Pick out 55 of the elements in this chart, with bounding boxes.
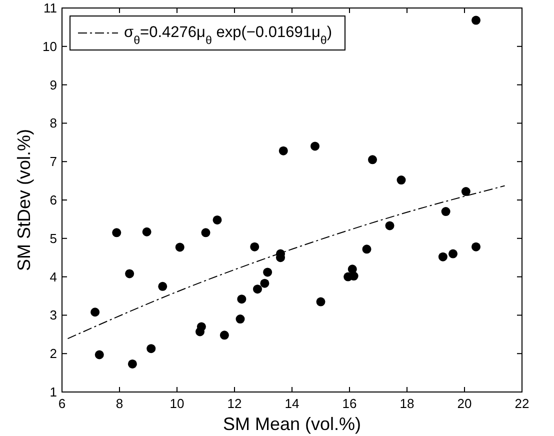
x-tick-label: 22 — [514, 396, 530, 411]
point — [236, 314, 245, 324]
point — [441, 207, 450, 216]
x-tick-label: 10 — [170, 396, 184, 411]
point — [128, 359, 137, 368]
point — [158, 282, 168, 291]
y-axis-title: SM StDev (vol.%) — [14, 128, 34, 272]
x-tick-label: 20 — [457, 396, 472, 411]
point — [263, 268, 272, 277]
point — [396, 176, 406, 185]
legend-label: σ$_{θ}$=0.4276μ$_{θ}$ exp(−0.01691μ$_{θ}$) — [124, 24, 332, 46]
point — [212, 215, 222, 224]
y-tick-label: 4 — [50, 269, 57, 284]
y-tick-label: 9 — [50, 77, 57, 92]
line-series — [67, 185, 506, 340]
point — [472, 242, 480, 252]
x-tick-label: 8 — [116, 396, 124, 411]
point — [90, 308, 100, 317]
y-tick-label: 10 — [42, 38, 57, 54]
point — [175, 242, 184, 252]
x-tick-label: 12 — [227, 396, 242, 411]
point — [448, 249, 458, 258]
point — [368, 155, 377, 164]
y-tick-label: 8 — [50, 116, 57, 131]
point — [362, 244, 372, 254]
point — [94, 350, 104, 360]
y-tick-label: 7 — [50, 154, 57, 170]
point — [253, 284, 262, 294]
point — [250, 242, 260, 252]
point — [146, 344, 156, 354]
y-tick-label: 1 — [50, 384, 57, 400]
point — [201, 228, 210, 238]
x-tick-label: 16 — [342, 396, 357, 411]
point — [438, 252, 448, 262]
point — [316, 297, 326, 306]
x-tick-label: 14 — [284, 396, 300, 411]
x-tick-label: 18 — [400, 396, 414, 411]
y-tick-label: 3 — [50, 308, 57, 323]
point — [310, 142, 320, 151]
point — [385, 221, 394, 230]
point — [260, 278, 270, 288]
point — [142, 227, 152, 236]
point — [125, 269, 134, 278]
point — [472, 16, 480, 25]
point — [461, 187, 470, 196]
point — [278, 146, 288, 156]
y-tick-label: 2 — [50, 346, 57, 362]
point — [112, 228, 122, 238]
y-tick-label: 5 — [50, 230, 57, 246]
x-axis-title: SM Mean (vol.%) — [222, 414, 362, 434]
point — [220, 330, 229, 340]
point — [237, 294, 246, 304]
point — [196, 322, 206, 332]
y-tick-label: 6 — [50, 192, 57, 208]
y-tick-label: 11 — [44, 0, 57, 16]
